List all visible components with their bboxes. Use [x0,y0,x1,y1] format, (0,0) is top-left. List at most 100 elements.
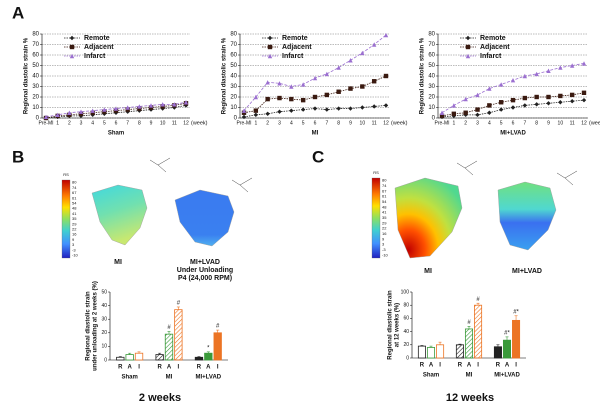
x-tick-label: 9 [547,120,550,126]
bar [417,345,426,359]
chart-title: Sham [108,131,124,137]
y-tick-label: 30 [101,317,107,323]
y-tick-label: 40 [32,74,39,80]
y-tick-label: 20 [101,330,107,336]
panel-label: A [12,3,24,22]
colorbar [371,177,381,259]
image-label: MI+LVAD [190,259,220,266]
marker [534,102,539,107]
legend-label: Adjacent [84,44,114,51]
annotation: # [467,320,471,326]
y-tick-label: 50 [101,289,107,295]
marker [360,84,365,89]
marker [265,80,270,85]
marker [451,111,457,116]
colorbar-label: 3 [72,242,75,247]
bar [493,346,502,359]
colorbar-label: 29 [382,220,387,225]
marker [277,109,282,114]
group-label: Sham [423,373,439,379]
marker [569,99,575,104]
group-label: MI+LVAD [196,375,222,381]
image-label: Under Unloading [177,267,233,274]
x-tick-label: A [167,365,172,371]
marker [569,63,575,68]
colorbar-label: 74 [72,185,77,190]
x-tick-label: I [515,363,517,369]
colorbar-label: 29 [72,221,77,226]
x-tick-label: 1 [254,120,257,126]
bar [426,347,436,359]
marker [55,112,60,118]
colorbar-label: -3 [382,247,386,252]
annotation: #* [504,330,510,336]
marker [558,93,563,99]
x-tick-label: 9 [150,120,153,126]
marker [383,73,389,79]
marker [360,50,365,56]
marker [546,101,551,106]
image-label: MI [424,268,432,275]
image-label: MI+LVAD [512,268,542,275]
marker [348,58,353,63]
marker [324,107,330,112]
marker [522,73,528,79]
y-tick-label: 100 [401,289,410,295]
chart-title: MI+LVAD [500,131,526,137]
marker [498,100,504,105]
marker [465,53,471,59]
series-line [243,34,387,111]
x-tick-label: 4 [488,120,491,126]
colorbar-label: 67 [72,190,77,195]
marker [267,44,273,50]
panel-label: C [312,147,324,166]
y-axis-label: Regional diastolic strain % [222,37,228,114]
y-tick-label: 70 [428,42,435,48]
marker [475,112,480,118]
marker [558,65,563,70]
image-label: MI [114,259,122,266]
x-tick-label: R [458,363,463,369]
y-tick-label: 40 [428,74,435,80]
marker [465,44,471,50]
x-tick-label: R [197,365,202,371]
bar [116,356,125,361]
y-tick-label: 20 [230,95,237,101]
x-tick-label: I [138,365,140,371]
y-tick-label: 10 [230,105,237,111]
series-line [441,92,585,117]
marker [581,90,587,95]
x-tick-label: 3 [476,120,479,126]
colorbar-label: 16 [72,232,77,237]
heart-map [91,184,148,246]
x-tick-label: I [217,365,219,371]
y-tick-label: 20 [428,95,435,101]
x-tick-label: 11 [570,120,575,126]
x-tick-label: Pre-MI [237,120,252,126]
y-tick-label: 50 [428,63,435,69]
marker [67,110,72,115]
marker [312,94,318,100]
marker [534,71,539,77]
x-tick-label: Pre-MI [39,120,54,126]
marker [241,108,247,113]
marker [348,86,353,91]
x-tick-label: 8 [535,120,538,126]
y-tick-label: 60 [428,53,435,59]
bar-chart: 0 10 20 30 40 50 Regional diastolic strain unde… [86,281,228,381]
y-tick-label: 10 [428,105,435,111]
y-axis-label: Regional diastolic strain [86,291,92,361]
marker [475,92,480,98]
colorbar-label: 48 [72,206,77,211]
marker [69,35,75,41]
colorbar-label: 16 [382,231,387,236]
legend-label: Infarct [282,53,304,60]
colorbar-label: -3 [72,247,76,252]
group-label: MI [166,375,173,381]
y-axis-label: Regional diastolic strain % [24,37,30,114]
x-tick-label: R [118,365,123,371]
marker [183,100,189,105]
colorbar-label: 9 [72,237,75,242]
x-tick-label: A [505,363,510,369]
x-tick-label: 11 [372,120,377,126]
